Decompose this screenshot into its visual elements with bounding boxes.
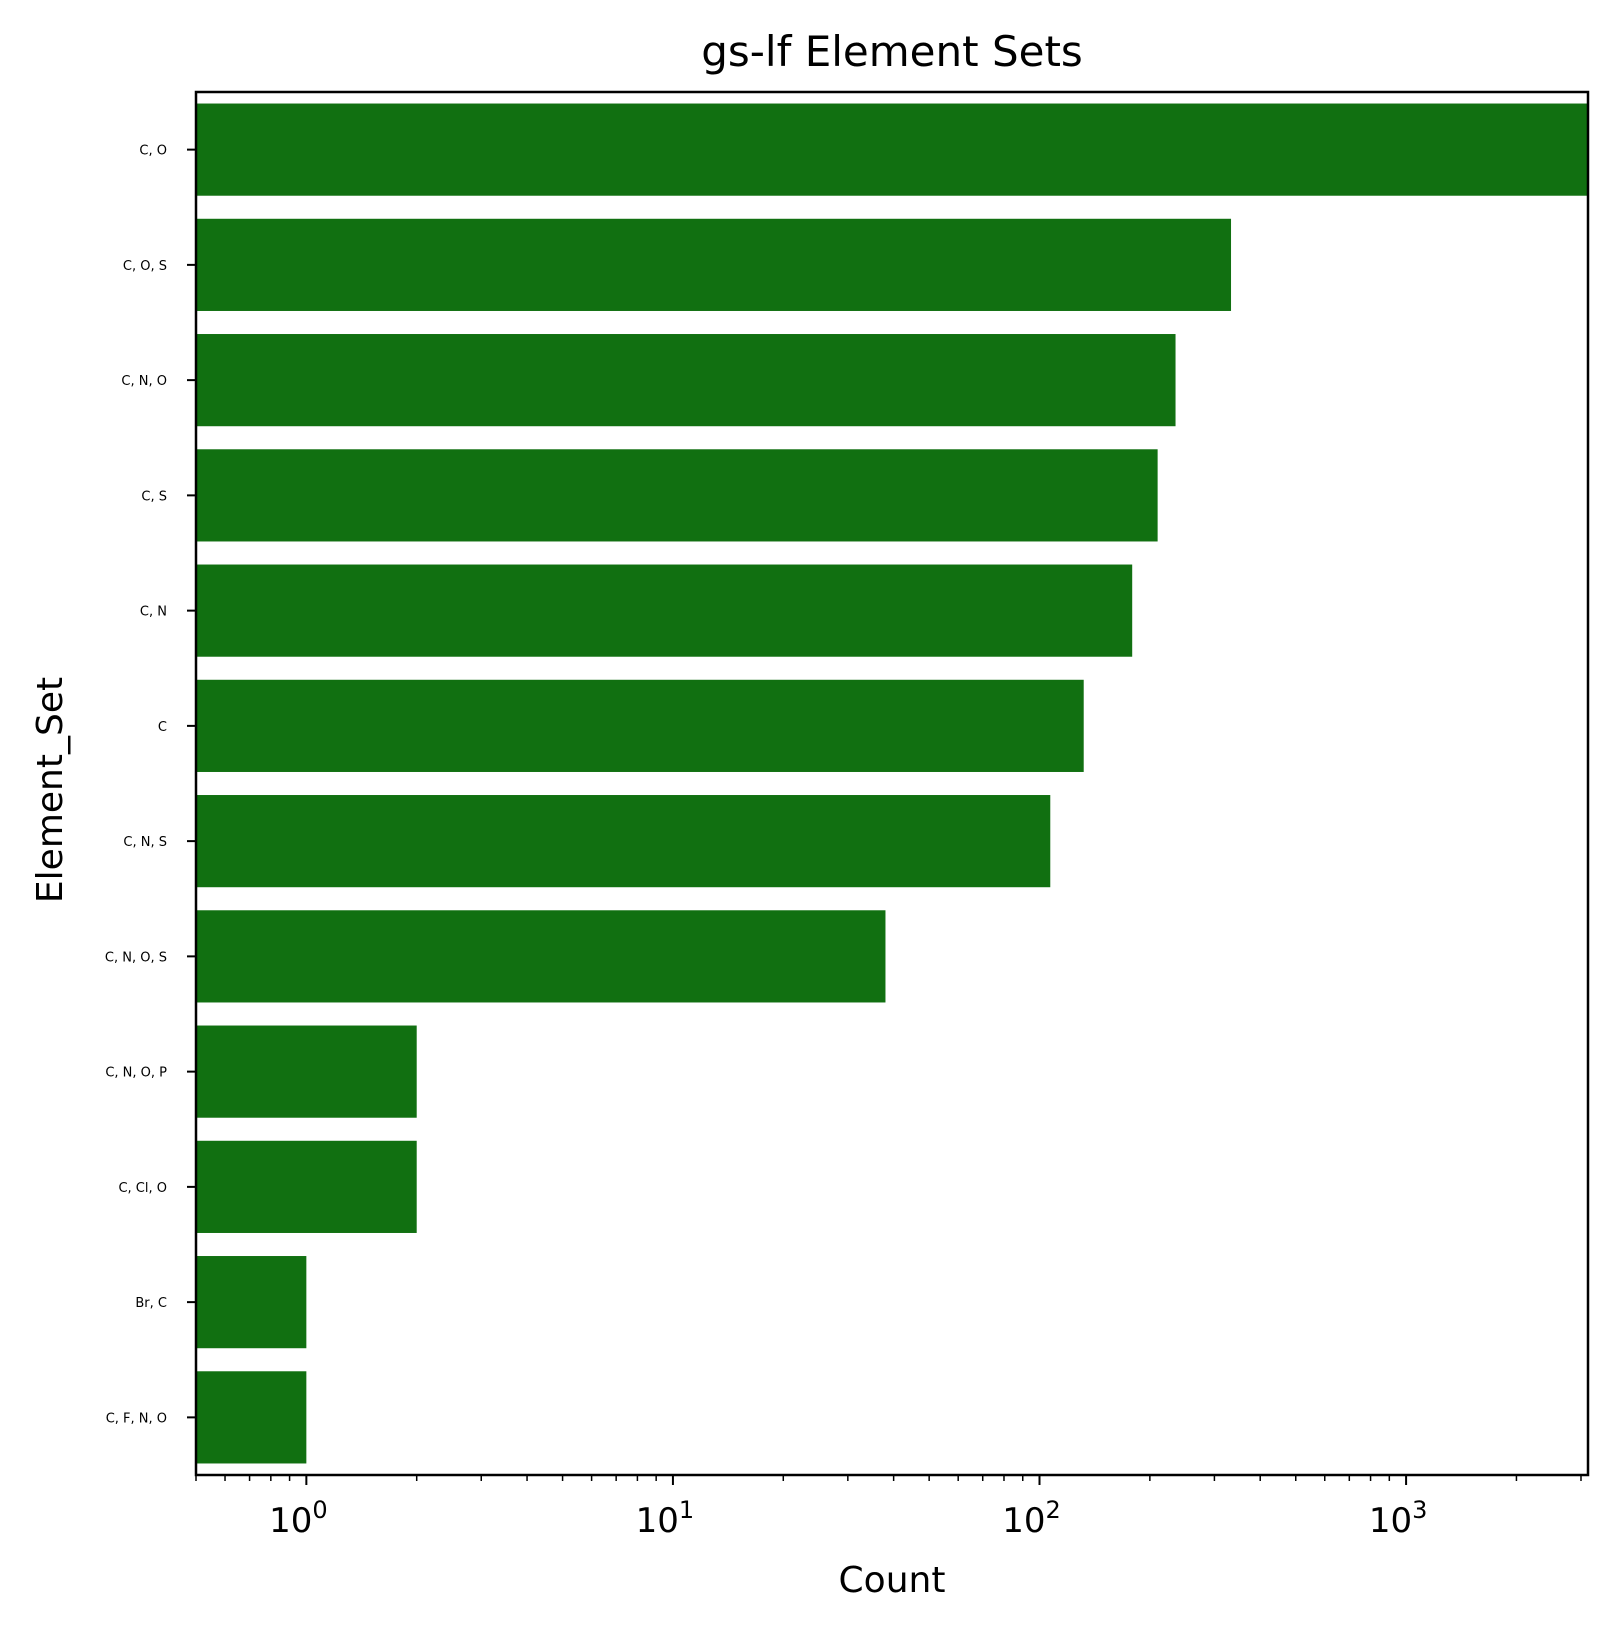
bar-5 (196, 679, 1084, 772)
x-tick-label: 100 (269, 1496, 328, 1541)
bar-10 (196, 1256, 307, 1349)
y-tick-label: C, N, O (121, 374, 167, 389)
bar-6 (196, 795, 1051, 888)
y-axis-label: Element_Set (30, 677, 71, 903)
bar-1 (196, 218, 1232, 311)
y-tick-label: C, N, S (123, 835, 167, 850)
y-tick-label: C, N, O, P (105, 1066, 167, 1081)
bar-4 (196, 564, 1133, 657)
bar-9 (196, 1140, 417, 1233)
bar-11 (196, 1371, 307, 1464)
y-tick-label: C, O (139, 144, 167, 159)
y-tick-label: C, Cl, O (118, 1181, 167, 1196)
y-tick-label: Br, C (135, 1296, 167, 1311)
bar-3 (196, 449, 1158, 542)
y-tick-label: C, N (140, 605, 167, 620)
bars-group (196, 103, 1588, 1464)
y-tick-label: C, O, S (123, 259, 167, 274)
y-tick-label: C, N, O, S (105, 950, 167, 965)
bar-0 (196, 103, 1588, 196)
x-axis-label: Count (839, 1560, 946, 1601)
bar-2 (196, 334, 1176, 427)
bar-7 (196, 910, 886, 1003)
bar-8 (196, 1025, 417, 1118)
plot-frame (194, 90, 1590, 1477)
y-tick-label: C, F, N, O (106, 1411, 167, 1426)
y-axis-ticks: C, O C, O, S C, N, O C, S C, N C C, N, S C, N, … (105, 144, 196, 1426)
chart-title: gs-lf Element Sets (701, 27, 1083, 76)
y-tick-label: C (158, 720, 167, 735)
y-tick-label: C, S (141, 489, 167, 504)
